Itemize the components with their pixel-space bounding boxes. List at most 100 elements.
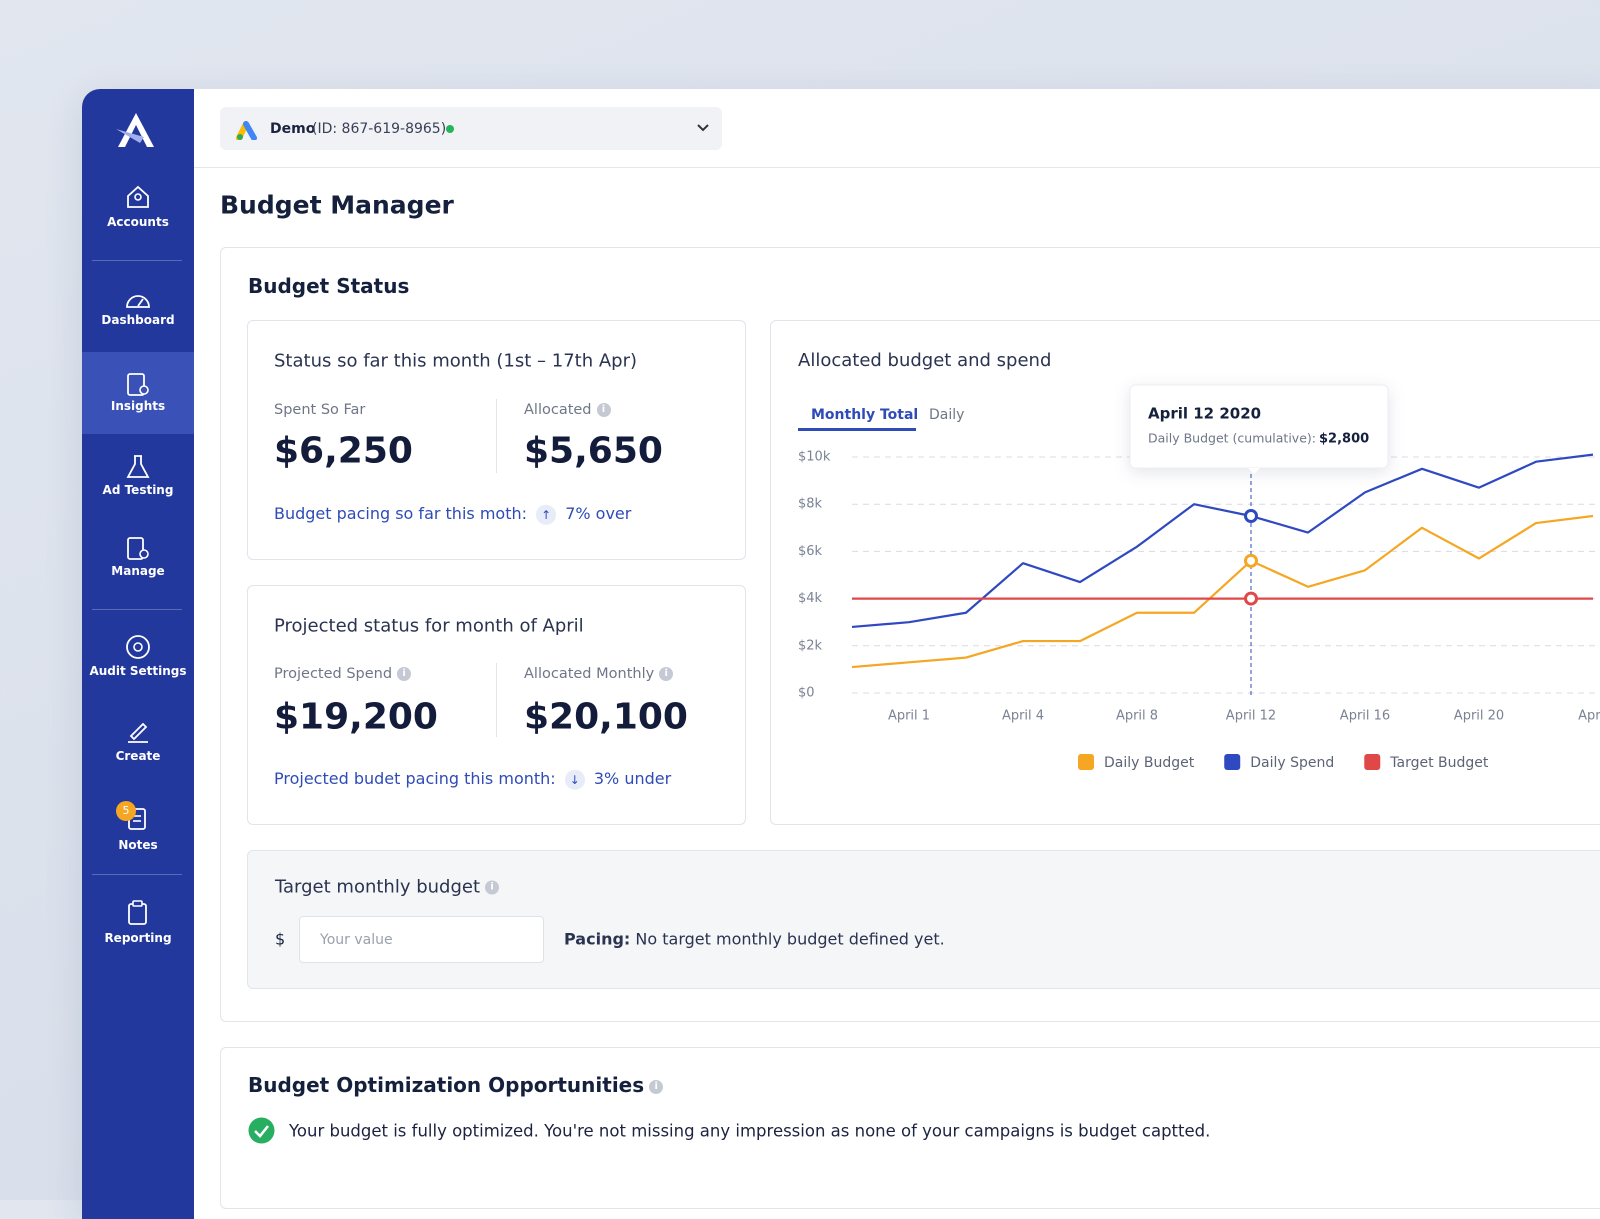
header-divider bbox=[194, 167, 1600, 168]
tooltip-label: Daily Budget (cumulative): bbox=[1148, 431, 1316, 446]
tab[interactable]: Daily bbox=[929, 407, 964, 423]
metric-label-row: Allocated Monthly i bbox=[524, 666, 674, 682]
chart-title: Allocated budget and spend bbox=[798, 350, 1051, 371]
nav-audit-settings[interactable]: Audit Settings bbox=[82, 634, 194, 704]
icon bbox=[126, 635, 150, 659]
nav-label: Create bbox=[115, 749, 161, 763]
info-icon[interactable]: i bbox=[596, 403, 611, 417]
account-id: (ID: 867-619-8965) bbox=[312, 121, 447, 137]
icon bbox=[127, 373, 149, 396]
optimization-message: Your budget is fully optimized. You're n… bbox=[289, 1121, 1211, 1141]
arrow-down-icon: ↓ bbox=[564, 769, 585, 790]
info-icon[interactable]: i bbox=[397, 667, 412, 681]
nav-ad-testing[interactable]: Ad Testing bbox=[82, 454, 194, 524]
y-tick-label: $6k bbox=[798, 544, 823, 559]
legend-label: Daily Spend bbox=[1250, 755, 1334, 771]
separator bbox=[92, 260, 182, 261]
highlight-point bbox=[1244, 591, 1258, 606]
nav-label: Audit Settings bbox=[89, 664, 187, 678]
divider bbox=[496, 399, 497, 473]
nav-create[interactable]: Create bbox=[82, 719, 194, 789]
separator bbox=[92, 874, 182, 875]
tab-active[interactable]: Monthly Total bbox=[811, 407, 918, 423]
currency: $ bbox=[275, 929, 286, 949]
optimization-title-row: Budget Optimization Opportunities i bbox=[248, 1073, 664, 1097]
highlight-point bbox=[1244, 509, 1258, 523]
nav-label: Reporting bbox=[104, 931, 172, 945]
arrow-up-icon: ↑ bbox=[536, 504, 557, 525]
divider bbox=[496, 663, 497, 737]
account-selector[interactable]: Demo (ID: 867-619-8965) bbox=[220, 107, 722, 150]
pacing-label: Pacing: bbox=[564, 929, 631, 949]
metric-label: Allocated bbox=[524, 402, 592, 418]
nav-label: Accounts bbox=[107, 215, 169, 229]
optimization-card: Budget Optimization Opportunities i Your … bbox=[220, 1047, 1600, 1209]
target-title-row: Target monthly budget i bbox=[275, 876, 500, 898]
nav-notes[interactable]: 5 Notes bbox=[82, 801, 194, 876]
legend-swatch bbox=[1224, 754, 1241, 770]
legend-label: Target Budget bbox=[1389, 755, 1489, 771]
chevron bbox=[697, 124, 709, 132]
pacing-value: 3% under bbox=[593, 768, 672, 788]
chart: Allocated budget and spend Monthly Total… bbox=[798, 350, 1600, 771]
metric-label-row: Allocated i bbox=[524, 402, 611, 418]
metric-label-row: Projected Spend i bbox=[274, 666, 412, 682]
sidebar: Accounts Dashboard Insights Ad Testing M… bbox=[82, 89, 194, 1219]
target-input[interactable]: Your value bbox=[299, 916, 544, 963]
input-placeholder: Your value bbox=[320, 932, 393, 948]
icon bbox=[128, 900, 147, 925]
nav-insights[interactable]: Insights bbox=[82, 372, 194, 442]
info-icon[interactable]: i bbox=[659, 667, 674, 681]
icon bbox=[126, 455, 150, 478]
metric-label: Spent So Far bbox=[274, 402, 366, 418]
section-title: Budget Status bbox=[248, 274, 410, 298]
app-window: Accounts Dashboard Insights Ad Testing M… bbox=[82, 89, 1600, 1219]
y-tick-label: $0 bbox=[798, 686, 815, 701]
highlight-point bbox=[1244, 553, 1258, 568]
icon bbox=[128, 722, 148, 743]
icon bbox=[127, 537, 149, 560]
pacing-row: Projected budet pacing this month: ↓ 3% … bbox=[274, 769, 671, 790]
nav-manage[interactable]: Manage bbox=[82, 536, 194, 606]
status-dot bbox=[446, 125, 454, 133]
budget-status-card: Budget Status Status so far this month (… bbox=[220, 247, 1600, 1022]
y-tick-label: $10k bbox=[798, 450, 831, 465]
target-section: Target monthly budget i $ Your value Paci… bbox=[247, 850, 1600, 989]
page-title: Budget Manager bbox=[220, 190, 454, 220]
pacing-label: Budget pacing so far this moth: bbox=[274, 503, 527, 523]
x-tick-label: April 1 bbox=[888, 709, 930, 724]
optimization-title: Budget Optimization Opportunities bbox=[248, 1073, 645, 1097]
pacing-row: Budget pacing so far this moth: ↑ 7% ove… bbox=[274, 504, 631, 525]
pacing-text: No target monthly budget defined yet. bbox=[635, 929, 945, 949]
metric-value: $5,650 bbox=[524, 430, 663, 472]
google-ads-icon bbox=[236, 121, 257, 140]
icon bbox=[127, 185, 149, 208]
projected-status-card: Projected status for month of April Proj… bbox=[247, 585, 746, 825]
info-icon[interactable]: i bbox=[649, 1079, 664, 1094]
notes-badge: 5 bbox=[116, 801, 136, 821]
nav-accounts[interactable]: Accounts bbox=[82, 184, 194, 254]
y-tick-label: $2k bbox=[798, 638, 823, 653]
nav-label: Ad Testing bbox=[102, 483, 174, 497]
info-icon[interactable]: i bbox=[485, 880, 500, 895]
legend-swatch bbox=[1078, 754, 1094, 770]
check-icon bbox=[248, 1117, 275, 1144]
chart-card: Allocated budget and spend Monthly Total… bbox=[770, 320, 1600, 825]
nav-reporting[interactable]: Reporting bbox=[82, 900, 194, 970]
tooltip-value: $2,800 bbox=[1319, 432, 1369, 447]
metric-value: $6,250 bbox=[274, 430, 413, 472]
pacing-value: 7% over bbox=[565, 503, 632, 523]
tooltip-box bbox=[1129, 384, 1389, 469]
pacing-row: Pacing: No target monthly budget defined… bbox=[564, 930, 945, 949]
target-title: Target monthly budget bbox=[275, 876, 481, 898]
card-title: Projected status for month of April bbox=[274, 615, 584, 637]
legend-label: Daily Budget bbox=[1104, 755, 1195, 771]
legend-swatch bbox=[1364, 754, 1381, 770]
x-tick-label: April 16 bbox=[1340, 709, 1390, 724]
tooltip-title: April 12 2020 bbox=[1148, 405, 1261, 423]
y-tick-label: $8k bbox=[798, 497, 823, 512]
nav-dashboard[interactable]: Dashboard bbox=[82, 287, 194, 357]
tooltip: April 12 2020 Daily Budget (cumulative):… bbox=[1129, 384, 1389, 474]
icon bbox=[126, 295, 150, 308]
